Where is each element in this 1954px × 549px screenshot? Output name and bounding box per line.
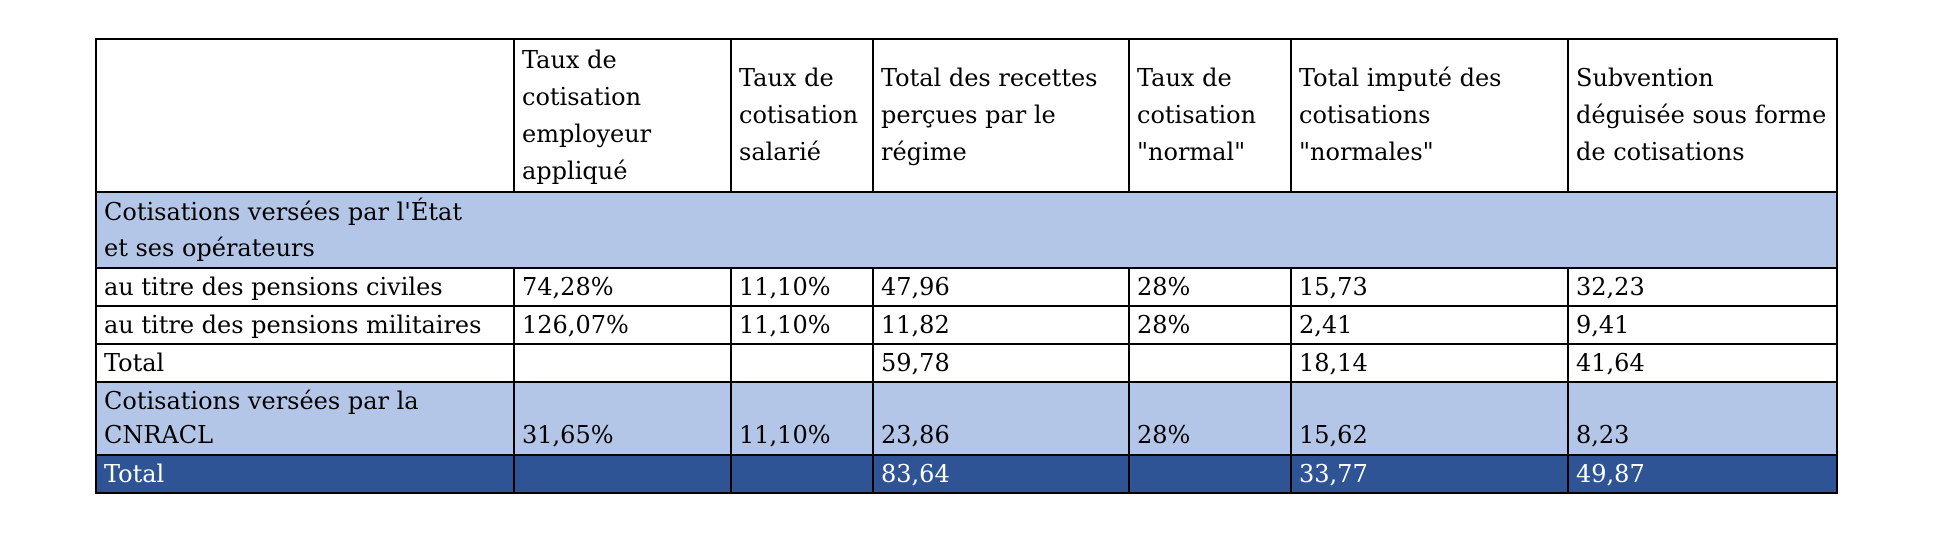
cotisations-table: Taux de cotisation employeur appliqué Ta… (95, 38, 1838, 494)
cell-taux-employeur: 74,28% (513, 267, 732, 307)
header-cell-taux-salarie: Taux de cotisation salarié (730, 38, 874, 193)
cell-recettes: 59,78 (872, 343, 1130, 383)
cell-taux-normal: 28% (1128, 305, 1292, 345)
cell-taux-employeur: 31,65% (513, 381, 732, 456)
cell-total-impute: 15,73 (1290, 267, 1569, 307)
row-total-etat: Total 59,78 18,14 41,64 (95, 343, 1838, 383)
row-label: Cotisations versées par la CNRACL (95, 381, 515, 456)
header-cell-taux-normal: Taux de cotisation "normal" (1128, 38, 1292, 193)
header-cell-subvention: Subvention déguisée sous forme de cotisa… (1567, 38, 1838, 193)
cell-taux-employeur (513, 454, 732, 494)
header-cell-taux-employeur: Taux de cotisation employeur appliqué (513, 38, 732, 193)
cell-subvention: 49,87 (1567, 454, 1838, 494)
cell-recettes: 23,86 (872, 381, 1130, 456)
cell-taux-salarie: 11,10% (730, 267, 874, 307)
cell-total-impute: 33,77 (1290, 454, 1569, 494)
cell-taux-salarie: 11,10% (730, 305, 874, 345)
row-pensions-civiles: au titre des pensions civiles 74,28% 11,… (95, 267, 1838, 307)
cell-total-impute: 2,41 (1290, 305, 1569, 345)
header-cell-recettes: Total des recettes perçues par le régime (872, 38, 1130, 193)
cell-taux-normal (1128, 454, 1292, 494)
cell-taux-normal: 28% (1128, 267, 1292, 307)
row-label: au titre des pensions civiles (95, 267, 515, 307)
row-pensions-militaires: au titre des pensions militaires 126,07%… (95, 305, 1838, 345)
section-row-etat: Cotisations versées par l'État et ses op… (95, 191, 1838, 269)
row-label: au titre des pensions militaires (95, 305, 515, 345)
cell-taux-employeur (513, 343, 732, 383)
cell-total-impute: 15,62 (1290, 381, 1569, 456)
header-cell-empty (95, 38, 515, 193)
cell-taux-salarie: 11,10% (730, 381, 874, 456)
cell-taux-employeur: 126,07% (513, 305, 732, 345)
cell-recettes: 47,96 (872, 267, 1130, 307)
cell-taux-normal (1128, 343, 1292, 383)
cell-taux-salarie (730, 343, 874, 383)
cell-recettes: 83,64 (872, 454, 1130, 494)
cell-recettes: 11,82 (872, 305, 1130, 345)
cell-taux-normal: 28% (1128, 381, 1292, 456)
row-label: Total (95, 343, 515, 383)
row-total-general: Total 83,64 33,77 49,87 (95, 454, 1838, 494)
header-row: Taux de cotisation employeur appliqué Ta… (95, 38, 1838, 193)
cell-subvention: 8,23 (1567, 381, 1838, 456)
header-cell-total-impute: Total imputé des cotisations "normales" (1290, 38, 1569, 193)
row-label: Total (95, 454, 515, 494)
cell-subvention: 9,41 (1567, 305, 1838, 345)
cell-taux-salarie (730, 454, 874, 494)
cell-total-impute: 18,14 (1290, 343, 1569, 383)
row-cnracl: Cotisations versées par la CNRACL 31,65%… (95, 381, 1838, 456)
cell-subvention: 32,23 (1567, 267, 1838, 307)
section-label-etat: Cotisations versées par l'État et ses op… (95, 191, 1838, 269)
cell-subvention: 41,64 (1567, 343, 1838, 383)
